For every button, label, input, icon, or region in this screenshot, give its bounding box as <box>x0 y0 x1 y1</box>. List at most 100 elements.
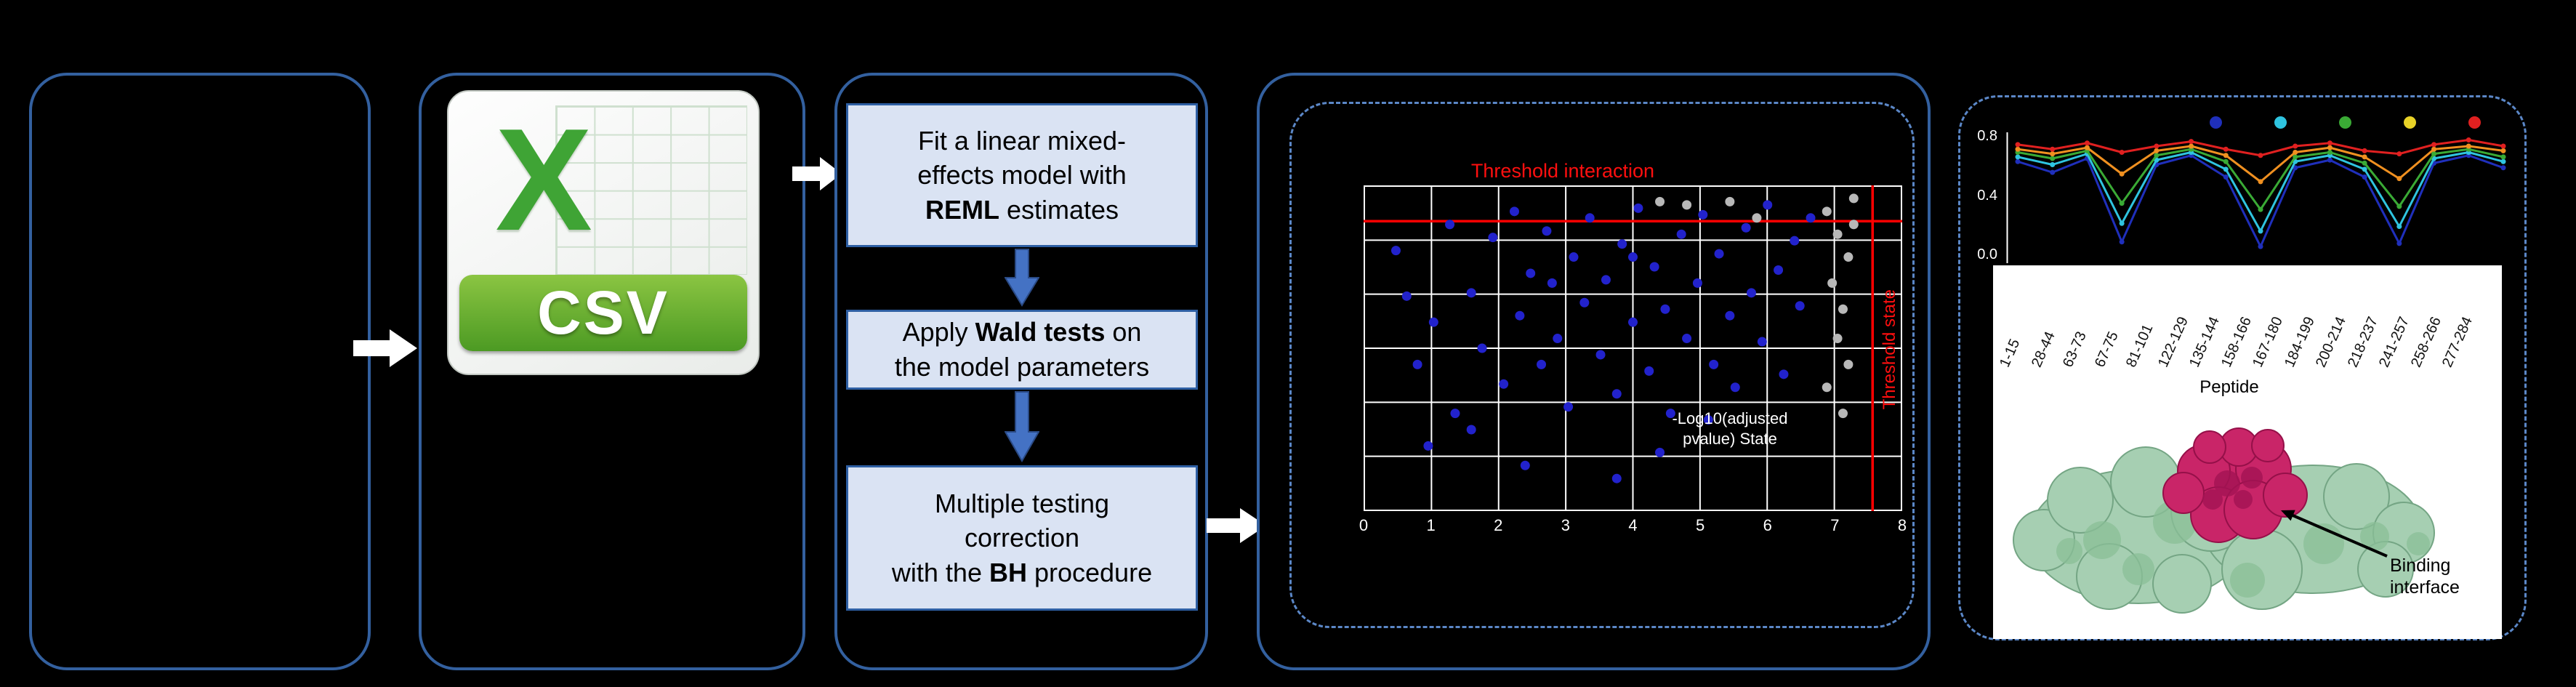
scatter-x-tick-label: 6 <box>1763 516 1772 534</box>
scatter-point <box>1445 220 1455 230</box>
scatter-point <box>1725 310 1735 321</box>
scatter-point <box>1832 229 1843 239</box>
uptake-series-marker <box>2084 145 2090 150</box>
scatter-point <box>1515 310 1525 321</box>
visualization-panel <box>1257 73 1931 670</box>
scatter-point <box>1655 196 1665 206</box>
scatter-point <box>1757 337 1767 347</box>
scatter-point <box>1595 350 1606 360</box>
legend-dot-icon <box>2404 116 2416 129</box>
uptake-series-marker <box>2293 150 2298 155</box>
scatter-point <box>1466 425 1476 435</box>
flow-arrow-right-icon <box>792 157 842 190</box>
scatter-point <box>1838 304 1848 314</box>
scatter-point <box>1628 252 1638 262</box>
scatter-point <box>1774 265 1784 275</box>
spreadsheet-grid <box>555 105 748 276</box>
uptake-series-marker <box>2396 176 2402 182</box>
binding-interface-label: Binding interface <box>2390 555 2460 598</box>
csv-label-band: CSV <box>459 275 748 351</box>
workflow-step-bh: Multiple testing correction with the BH … <box>846 465 1198 611</box>
scatter-axis-label-line: pvalue) State <box>1683 429 1777 448</box>
scatter-point <box>1520 460 1530 470</box>
uptake-series-marker <box>2500 158 2506 164</box>
scatter-x-tick-label: 4 <box>1628 516 1638 534</box>
significance-scatter-plot <box>1364 185 1902 511</box>
uptake-series-marker <box>2362 154 2367 160</box>
uptake-line-chart <box>2006 132 2506 263</box>
scatter-point <box>1450 409 1460 419</box>
uptake-series-marker <box>2119 220 2125 226</box>
uptake-series-marker <box>2362 160 2367 166</box>
uptake-series-marker <box>2327 140 2333 146</box>
uptake-series-marker <box>2015 146 2021 152</box>
peptide-tick-label: 28-44 <box>2028 329 2058 370</box>
uptake-series-marker <box>2258 206 2263 212</box>
legend-dot-icon <box>2468 116 2481 129</box>
step-arrow-down-icon <box>1005 391 1039 462</box>
uptake-series-marker <box>2015 158 2021 164</box>
scatter-point <box>1547 278 1557 288</box>
uptake-series-marker <box>2396 151 2402 157</box>
scatter-point <box>1509 206 1519 217</box>
scatter-point <box>1692 278 1702 288</box>
scatter-point <box>1725 196 1735 206</box>
uptake-series-marker <box>2362 148 2367 153</box>
threshold-interaction-label: Threshold interaction <box>1470 160 1655 182</box>
binding-interface-arrow <box>2290 513 2388 558</box>
scatter-point <box>1843 252 1853 262</box>
scatter-point <box>1579 297 1590 308</box>
excel-x-logo: X <box>495 99 592 262</box>
scatter-point <box>1763 200 1773 210</box>
uptake-series-marker <box>2050 156 2056 161</box>
scatter-point <box>1843 359 1853 369</box>
uptake-series-marker <box>2500 154 2506 160</box>
peptide-tick-label: 63-73 <box>2059 329 2090 370</box>
scatter-x-axis-ticks: 0 1 2 3 4 5 6 7 8 <box>1359 516 1907 537</box>
uptake-series-marker <box>2050 162 2056 167</box>
scatter-point <box>1617 239 1627 249</box>
csv-label: CSV <box>537 278 669 347</box>
scatter-point <box>1741 222 1751 233</box>
uptake-series-marker <box>2223 153 2229 158</box>
workflow-step-wald: Apply Wald tests on the model parameters <box>846 310 1198 390</box>
uptake-series-marker <box>2258 244 2263 249</box>
uptake-series-marker <box>2431 146 2437 152</box>
scatter-point <box>1752 213 1762 223</box>
uptake-y-axis-ticks: 0.8 0.4 0.0 <box>1963 128 2000 263</box>
uptake-series-marker <box>2466 143 2471 149</box>
peptide-tick-label: 167-180 <box>2249 314 2286 370</box>
visualization-dashed-border <box>1289 102 1915 628</box>
uptake-series-marker <box>2223 146 2229 152</box>
uptake-series-marker <box>2327 145 2333 150</box>
scatter-point <box>1698 209 1708 220</box>
uptake-series-marker <box>2327 150 2333 155</box>
scatter-x-tick-label: 0 <box>1359 516 1369 534</box>
uptake-series-marker <box>2396 224 2402 229</box>
uptake-series-marker <box>2327 157 2333 163</box>
scatter-point <box>1526 268 1536 278</box>
scatter-point <box>1682 334 1692 344</box>
scatter-point <box>1795 301 1805 311</box>
uptake-series-marker <box>2500 148 2506 153</box>
uptake-y-tick-label: 0.4 <box>1977 187 1997 204</box>
scatter-point <box>1730 382 1740 393</box>
uptake-series-marker <box>2050 151 2056 157</box>
scatter-point <box>1466 288 1476 298</box>
scatter-point <box>1537 359 1547 369</box>
scatter-x-tick-label: 3 <box>1561 516 1570 534</box>
scatter-point <box>1390 246 1401 256</box>
scatter-point <box>1838 409 1848 419</box>
binding-label-line: interface <box>2390 577 2460 598</box>
uptake-series-marker <box>2431 151 2437 157</box>
uptake-series-marker <box>2362 174 2367 180</box>
uptake-series-marker <box>2396 204 2402 209</box>
uptake-series-marker <box>2015 154 2021 160</box>
binding-region-shading <box>2202 467 2263 510</box>
scatter-point <box>1682 200 1692 210</box>
scatter-point <box>1477 343 1487 353</box>
workflow-step-reml: Fit a linear mixed- effects model with R… <box>846 103 1198 247</box>
peptide-tick-label: 81-101 <box>2122 321 2157 370</box>
scatter-point <box>1822 206 1832 217</box>
scatter-x-tick-label: 2 <box>1494 516 1503 534</box>
